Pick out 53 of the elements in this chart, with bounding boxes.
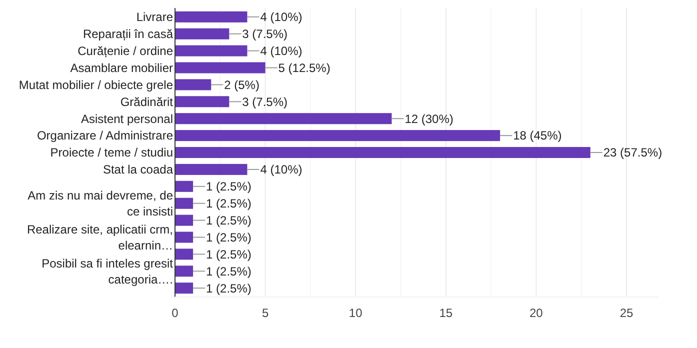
bar bbox=[175, 164, 248, 175]
data-label: 4 (10%) bbox=[260, 10, 302, 24]
y-tick-label: Stat la coada bbox=[102, 162, 174, 177]
x-tick-label: 10 bbox=[348, 306, 363, 320]
bar bbox=[175, 79, 212, 90]
y-tick-label: Reparații în casă bbox=[82, 27, 174, 42]
bar bbox=[175, 146, 590, 158]
bar bbox=[175, 232, 194, 243]
data-label: 1 (2.5%) bbox=[206, 247, 252, 262]
x-tick-label: 20 bbox=[530, 306, 544, 320]
data-label: 4 (10%) bbox=[260, 44, 302, 58]
data-label: 3 (7.5%) bbox=[242, 27, 288, 42]
y-tick-label: Am zis nu mai devreme, de ce insisti bbox=[28, 188, 174, 219]
y-tick-label: Posibil sa fi inteles gresit categoria…. bbox=[42, 256, 174, 286]
x-tick-label: 5 bbox=[262, 306, 269, 320]
data-label: 12 (30%) bbox=[404, 112, 454, 126]
bar bbox=[175, 45, 248, 56]
data-label: 23 (57.5%) bbox=[603, 146, 662, 160]
data-label: 5 (12.5%) bbox=[278, 60, 330, 75]
y-tick-label: Mutat mobilier / obiecte grele bbox=[18, 78, 174, 92]
bar bbox=[175, 248, 194, 260]
bar bbox=[175, 214, 194, 226]
y-tick-label: Realizare site, aplicatii crm, elearnin… bbox=[26, 222, 173, 252]
bar bbox=[175, 28, 230, 40]
data-label: 1 (2.5%) bbox=[206, 264, 252, 278]
data-label: 1 (2.5%) bbox=[206, 281, 252, 296]
x-tick-label: 0 bbox=[172, 306, 179, 320]
bar bbox=[175, 198, 194, 209]
bar bbox=[175, 11, 248, 22]
y-tick-label: Asistent personal bbox=[80, 112, 173, 126]
data-label: 1 (2.5%) bbox=[206, 180, 252, 194]
bar bbox=[175, 62, 266, 74]
data-label: 1 (2.5%) bbox=[206, 214, 252, 228]
bar bbox=[175, 266, 194, 277]
x-tick-label: 15 bbox=[439, 306, 453, 320]
y-tick-label: Grădinărit bbox=[120, 94, 174, 109]
data-label: 1 (2.5%) bbox=[206, 230, 252, 244]
bar bbox=[175, 180, 194, 192]
bar bbox=[175, 96, 230, 108]
x-tick-label: 25 bbox=[620, 306, 634, 320]
bar bbox=[175, 113, 392, 124]
y-tick-label: Asamblare mobilier bbox=[70, 60, 174, 75]
data-label: 2 (5%) bbox=[224, 78, 260, 92]
data-label: 4 (10%) bbox=[260, 162, 302, 177]
data-label: 1 (2.5%) bbox=[206, 196, 252, 211]
y-tick-label: Curățenie / ordine bbox=[78, 44, 174, 58]
bar bbox=[175, 282, 194, 294]
y-tick-label: Organizare / Administrare bbox=[36, 128, 174, 143]
data-label: 3 (7.5%) bbox=[242, 94, 288, 109]
data-label: 18 (45%) bbox=[513, 128, 562, 143]
y-tick-label: Livrare bbox=[136, 10, 174, 24]
y-tick-label: Proiecte / teme / studiu bbox=[50, 146, 173, 160]
bar bbox=[175, 130, 500, 142]
